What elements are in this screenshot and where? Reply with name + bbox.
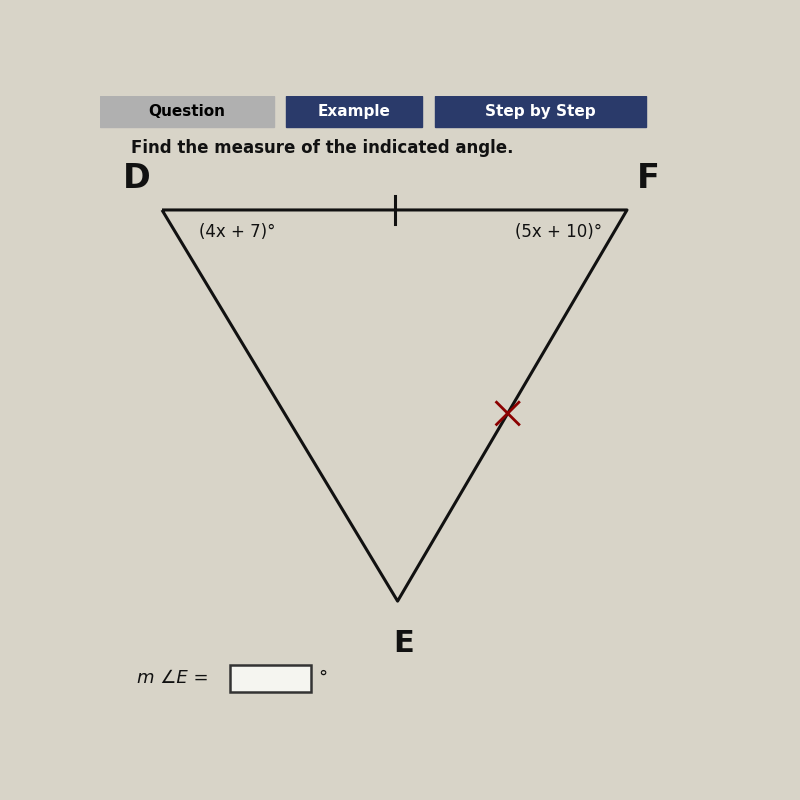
Bar xyxy=(230,665,310,692)
Text: Question: Question xyxy=(148,104,226,119)
Text: F: F xyxy=(638,162,660,194)
Text: E: E xyxy=(394,629,414,658)
Text: Example: Example xyxy=(318,104,390,119)
Text: (4x + 7)°: (4x + 7)° xyxy=(199,222,276,241)
Text: D: D xyxy=(123,162,151,194)
Bar xyxy=(286,96,422,127)
Text: °: ° xyxy=(318,669,327,687)
Text: Step by Step: Step by Step xyxy=(485,104,595,119)
Text: (5x + 10)°: (5x + 10)° xyxy=(515,222,602,241)
Bar xyxy=(100,96,274,127)
Text: Find the measure of the indicated angle.: Find the measure of the indicated angle. xyxy=(131,139,514,158)
Bar xyxy=(435,96,646,127)
Text: m ∠E =: m ∠E = xyxy=(138,669,209,687)
